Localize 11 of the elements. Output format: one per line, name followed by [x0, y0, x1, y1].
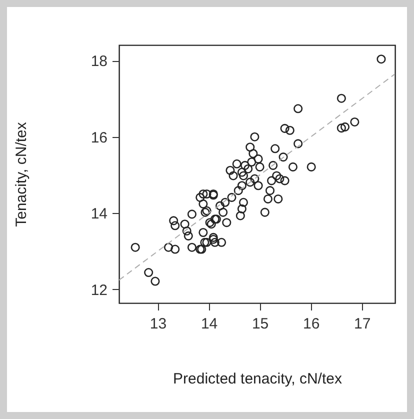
x-tick-label: 17	[354, 316, 371, 332]
x-tick-label: 13	[150, 316, 167, 332]
x-tick-label: 16	[302, 316, 320, 332]
y-tick-label: 18	[90, 53, 108, 70]
y-axis-title: Tenacity, cN/tex	[12, 122, 30, 227]
y-tick-label: 14	[90, 206, 108, 223]
x-tick-label: 15	[252, 316, 269, 332]
y-tick-label: 12	[90, 282, 108, 299]
x-axis-title: Predicted tenacity, cN/tex	[173, 370, 342, 388]
y-tick-label: 16	[90, 129, 108, 146]
x-tick-label: 14	[200, 316, 218, 332]
